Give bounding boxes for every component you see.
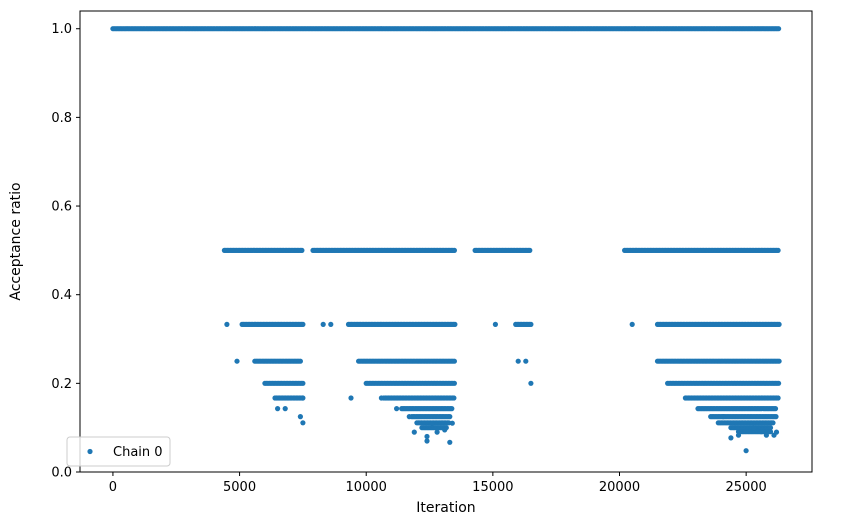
data-point xyxy=(720,414,726,420)
y-tick-label: 0.4 xyxy=(51,288,72,303)
data-point xyxy=(492,321,498,327)
data-points xyxy=(110,26,782,454)
legend-marker xyxy=(87,448,93,455)
y-tick-label: 0.0 xyxy=(51,466,72,481)
data-point xyxy=(447,439,453,445)
data-point xyxy=(775,247,781,253)
data-point xyxy=(728,435,734,441)
data-point xyxy=(776,358,782,364)
data-point xyxy=(767,425,774,431)
x-tick-label: 0 xyxy=(109,480,117,495)
data-point xyxy=(743,448,749,454)
legend-box xyxy=(66,436,171,467)
data-point xyxy=(775,395,781,401)
data-point xyxy=(758,429,764,435)
legend-label: Chain 0 xyxy=(113,445,163,460)
data-point xyxy=(451,395,457,401)
data-point xyxy=(528,380,534,386)
data-point xyxy=(449,406,455,412)
data-point xyxy=(297,358,303,364)
data-point xyxy=(434,429,440,435)
data-point xyxy=(773,414,779,420)
data-point xyxy=(424,433,430,440)
data-point xyxy=(776,321,782,327)
data-point xyxy=(735,432,742,438)
data-point xyxy=(629,321,635,327)
data-point xyxy=(523,358,529,364)
data-point xyxy=(452,321,458,327)
x-tick-label: 15000 xyxy=(472,480,513,495)
data-point xyxy=(406,414,412,420)
data-point xyxy=(770,420,776,426)
data-point xyxy=(449,420,455,426)
data-point xyxy=(447,414,453,420)
y-tick-label: 1.0 xyxy=(51,22,72,37)
data-point xyxy=(527,247,533,253)
data-point xyxy=(300,380,306,386)
data-point xyxy=(300,420,306,426)
x-tick-label: 5000 xyxy=(223,480,256,495)
data-point xyxy=(224,321,230,327)
data-point xyxy=(300,321,306,327)
data-point xyxy=(282,406,288,412)
data-point xyxy=(776,26,782,32)
data-point xyxy=(300,395,306,401)
plot-frame xyxy=(79,10,813,473)
data-point xyxy=(451,380,457,386)
x-tick-label: 10000 xyxy=(346,480,387,495)
data-point xyxy=(776,380,782,386)
data-point xyxy=(528,321,534,327)
y-tick-label: 0.6 xyxy=(51,200,72,215)
data-point xyxy=(442,427,448,433)
plot-background xyxy=(80,11,812,472)
data-point xyxy=(451,358,457,364)
data-point xyxy=(763,432,770,438)
data-point xyxy=(234,358,240,364)
data-point xyxy=(515,358,521,364)
y-tick-label: 0.8 xyxy=(51,111,72,126)
x-tick-label: 25000 xyxy=(725,480,766,495)
x-axis-label: Iteration xyxy=(416,500,475,516)
legend: Chain 0 xyxy=(66,436,171,467)
data-point xyxy=(429,420,435,426)
x-axis-ticks: 0 5000 10000 15000 20000 25000 xyxy=(109,472,767,495)
data-point xyxy=(320,321,326,327)
y-axis-label: Acceptance ratio xyxy=(8,182,24,300)
data-point xyxy=(328,321,334,327)
data-point xyxy=(299,247,305,253)
data-point xyxy=(378,395,384,401)
data-point xyxy=(394,406,400,412)
data-point xyxy=(767,429,774,435)
data-point xyxy=(751,425,757,431)
y-axis-ticks: 0.0 0.2 0.4 0.6 0.8 1.0 xyxy=(51,22,80,481)
data-point xyxy=(275,406,281,412)
data-point xyxy=(772,406,779,412)
data-point xyxy=(411,429,417,435)
y-tick-label: 0.2 xyxy=(51,377,72,392)
data-point xyxy=(348,395,354,401)
data-point xyxy=(773,429,780,435)
data-point xyxy=(424,438,430,444)
data-point xyxy=(297,414,303,420)
data-point xyxy=(451,247,457,253)
x-tick-label: 20000 xyxy=(599,480,640,495)
